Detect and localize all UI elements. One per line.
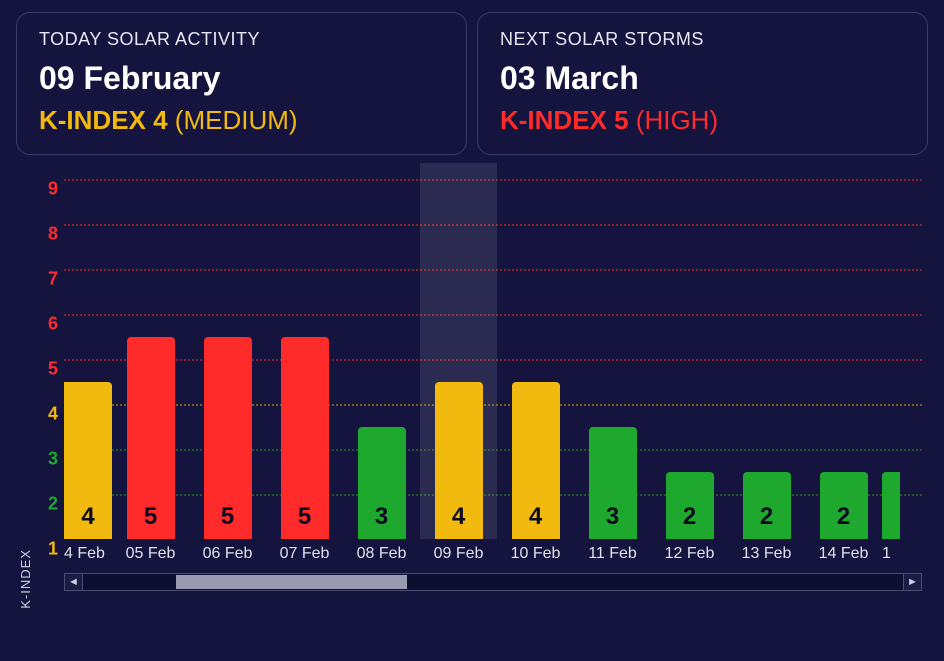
xaxis-label: 12 Feb [651,545,728,563]
scroll-right-arrow[interactable]: ► [903,574,921,590]
bar-slot[interactable]: 2 [651,179,728,539]
bar-slot[interactable]: 3 [343,179,420,539]
xaxis-label: 4 Feb [64,545,112,563]
bar-value: 3 [606,503,619,539]
bar-slot[interactable]: 5 [112,179,189,539]
bar-slot[interactable]: 4 [64,179,112,539]
xaxis-label: 07 Feb [266,545,343,563]
bars-container: 4 5 5 5 3 4 4 3 2 2 2 [64,179,922,539]
bar-value: 5 [221,503,234,539]
today-subtitle: TODAY SOLAR ACTIVITY [39,29,444,50]
bar-slot[interactable]: 4 [420,179,497,539]
bar[interactable]: 5 [127,337,175,539]
xaxis-labels: 4 Feb05 Feb06 Feb07 Feb08 Feb09 Feb10 Fe… [64,545,922,563]
scroll-left-arrow[interactable]: ◄ [65,574,83,590]
bar-slot[interactable]: 2 [805,179,882,539]
scroll-thumb[interactable] [176,575,407,589]
bar-slot[interactable]: 5 [266,179,343,539]
bar-value: 4 [81,503,94,539]
xaxis-label: 10 Feb [497,545,574,563]
bar[interactable]: 2 [820,472,868,539]
bar-slot[interactable]: 5 [189,179,266,539]
today-kindex-row: K-INDEX 4 (MEDIUM) [39,105,444,136]
bar[interactable]: 3 [589,427,637,539]
plot-area: 4 5 5 5 3 4 4 3 2 2 2 [64,179,922,539]
chart-scrollbar[interactable]: ◄ ► [64,573,922,591]
today-kindex: K-INDEX 4 [39,105,168,135]
next-storm-card: NEXT SOLAR STORMS 03 March K-INDEX 5 (HI… [477,12,928,155]
bar[interactable]: 5 [204,337,252,539]
bar-value: 3 [375,503,388,539]
kindex-chart: K-INDEX 9 8 7 6 5 4 3 2 1 4 5 5 5 3 4 4 3 2 2 2 4 Feb05 Fe… [16,179,928,609]
ytick: 2 [48,494,58,515]
ytick: 3 [48,449,58,470]
xaxis-label: 11 Feb [574,545,651,563]
bar[interactable] [882,472,900,539]
xaxis-label: 09 Feb [420,545,497,563]
bar-value: 5 [298,503,311,539]
xaxis-label: 05 Feb [112,545,189,563]
bar-value: 4 [529,503,542,539]
next-kindex: K-INDEX 5 [500,105,629,135]
bar-slot[interactable]: 2 [728,179,805,539]
next-subtitle: NEXT SOLAR STORMS [500,29,905,50]
ytick: 4 [48,404,58,425]
next-date: 03 March [500,60,905,97]
bar-value: 5 [144,503,157,539]
bar[interactable]: 4 [435,382,483,539]
xaxis-label: 08 Feb [343,545,420,563]
ytick: 5 [48,359,58,380]
xaxis-label: 14 Feb [805,545,882,563]
ytick: 6 [48,314,58,335]
bar-value: 4 [452,503,465,539]
bar-value: 2 [837,503,850,539]
ytick: 1 [48,539,58,560]
bar-slot[interactable]: 4 [497,179,574,539]
next-level: (HIGH) [629,105,719,135]
ytick: 7 [48,269,58,290]
bar-slot[interactable]: 3 [574,179,651,539]
bar-slot[interactable] [882,179,900,539]
ytick: 9 [48,179,58,200]
xaxis-label: 1 [882,545,900,563]
bar[interactable]: 4 [64,382,112,539]
bar-value: 2 [683,503,696,539]
bar[interactable]: 4 [512,382,560,539]
bar-value: 2 [760,503,773,539]
bar[interactable]: 3 [358,427,406,539]
today-date: 09 February [39,60,444,97]
xaxis-label: 13 Feb [728,545,805,563]
bar[interactable]: 2 [743,472,791,539]
bar[interactable]: 2 [666,472,714,539]
today-activity-card: TODAY SOLAR ACTIVITY 09 February K-INDEX… [16,12,467,155]
bar[interactable]: 5 [281,337,329,539]
next-kindex-row: K-INDEX 5 (HIGH) [500,105,905,136]
yaxis: 987654321 [34,179,64,539]
ytick: 8 [48,224,58,245]
today-level: (MEDIUM) [168,105,298,135]
xaxis-label: 06 Feb [189,545,266,563]
yaxis-title: K-INDEX [16,545,34,609]
